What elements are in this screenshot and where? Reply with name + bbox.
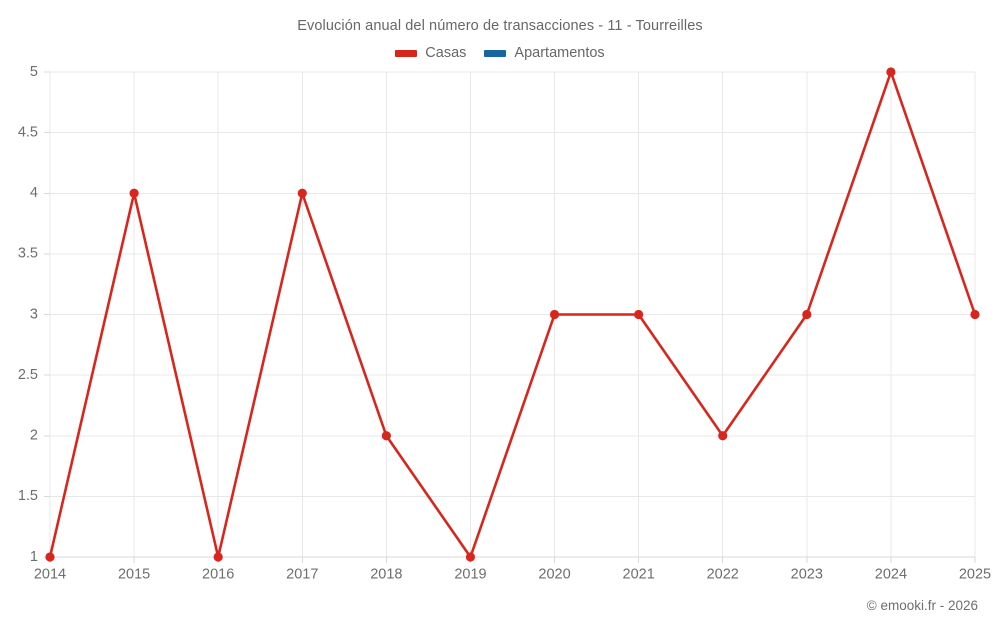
legend-item-apartamentos[interactable]: Apartamentos [484,45,605,61]
chart-title: Evolución anual del número de transaccio… [297,18,703,34]
data-point-casas [213,552,223,562]
data-point-casas [381,431,391,441]
y-tick-label: 1.5 [18,488,38,504]
x-tick-label: 2016 [202,567,234,583]
data-point-casas [465,552,476,562]
legend-label-apartamentos: Apartamentos [514,45,605,61]
data-point-casas [970,309,980,320]
x-axis-tick-labels: 2014 2015 2016 2017 2018 2019 2020 2021 2022 2023… [34,567,991,583]
x-tick-label: 2020 [538,567,570,583]
data-point-casas [718,431,728,441]
x-tick-label: 2022 [707,567,739,583]
x-tick-label: 2017 [286,567,318,583]
legend-swatch-casas [395,49,418,57]
x-tick-label: 2021 [623,567,655,583]
data-point-casas [802,309,812,320]
x-tick-label: 2018 [370,567,402,583]
data-point-casas [634,309,644,320]
y-tick-label: 1 [30,549,38,565]
grid-layer [49,71,976,557]
x-tick-label: 2019 [454,567,486,583]
data-point-casas [886,67,896,77]
legend-swatch-apartamentos [484,49,507,57]
x-tick-label: 2025 [959,567,991,583]
series-layer [45,67,980,562]
data-point-casas [45,552,55,562]
y-tick-label: 4.5 [18,124,38,140]
y-tick-label: 2.5 [18,367,38,383]
data-point-casas [549,309,560,320]
data-point-casas [129,188,139,198]
x-tick-label: 2023 [791,567,823,583]
x-tick-label: 2015 [118,567,150,583]
chart-legend: Casas Apartamentos [0,45,1000,61]
series-line-casas [48,70,977,559]
y-tick-label: 4 [30,185,38,201]
axis-layer [44,71,976,563]
x-tick-label: 2014 [34,567,66,583]
y-tick-label: 3.5 [18,246,38,262]
x-tick-label: 2024 [875,567,907,583]
y-tick-label: 5 [30,64,38,80]
legend-label-casas: Casas [425,45,467,61]
legend-item-casas[interactable]: Casas [395,45,466,61]
y-axis-tick-labels: 1 1.5 2 2.5 3 3.5 4 4.5 5 [18,64,38,565]
footer-credit: © emooki.fr - 2026 [866,598,978,613]
y-tick-label: 2 [30,428,38,444]
data-point-casas [297,188,307,198]
y-tick-label: 3 [30,306,38,322]
